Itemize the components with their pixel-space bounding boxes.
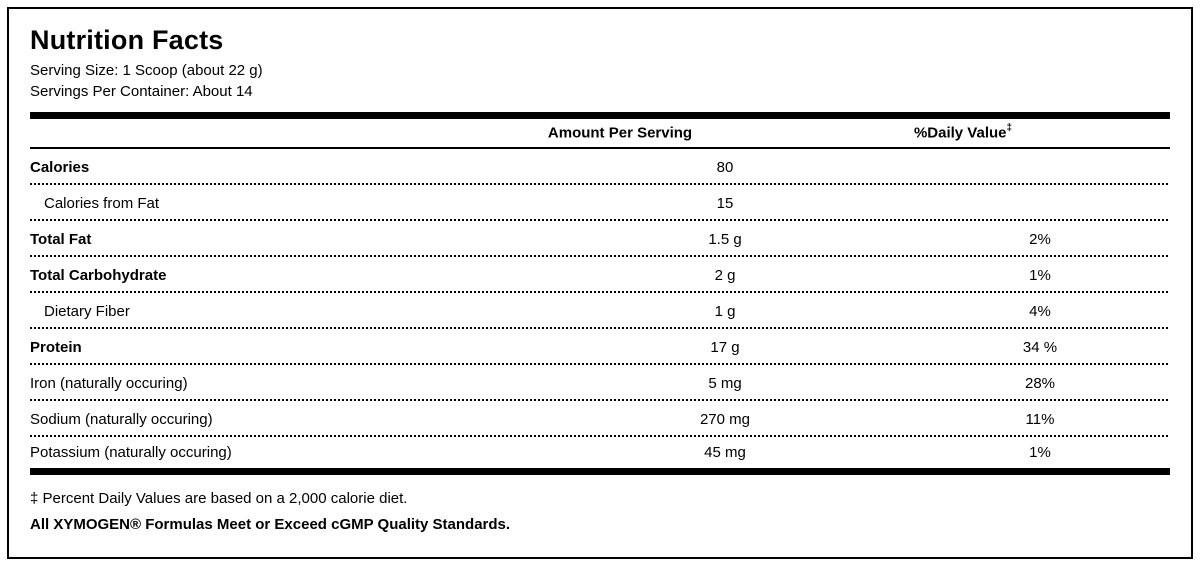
- nutrient-amount: 17 g: [710, 338, 740, 356]
- nutrient-row: Total Carbohydrate 2 g 1%: [30, 257, 1170, 293]
- nutrient-daily-value: 28%: [1024, 374, 1056, 392]
- nutrient-name: Calories from Fat: [44, 194, 160, 212]
- nutrient-name: Protein: [30, 338, 82, 356]
- divider-thick-bottom: [30, 468, 1170, 475]
- daily-value-footnote-mark: ‡: [1006, 122, 1013, 134]
- nutrient-name: Sodium (naturally occuring): [30, 410, 213, 428]
- nutrition-facts-label: Nutrition Facts Serving Size: 1 Scoop (a…: [7, 7, 1193, 559]
- daily-value-footnote: ‡ Percent Daily Values are based on a 2,…: [30, 490, 408, 507]
- nutrient-name: Total Fat: [30, 230, 92, 248]
- nutrient-amount: 5 mg: [708, 374, 742, 392]
- nutrient-row: Sodium (naturally occuring) 270 mg 11%: [30, 401, 1170, 437]
- nutrient-amount: 45 mg: [704, 444, 746, 461]
- nutrient-amount: 15: [716, 194, 734, 212]
- nutrient-name: Total Carbohydrate: [30, 266, 167, 284]
- serving-size-line: Serving Size: 1 Scoop (about 22 g): [30, 62, 263, 79]
- nutrient-daily-value: 4%: [1029, 302, 1051, 320]
- nutrient-name: Potassium (naturally occuring): [30, 444, 232, 461]
- nutrient-table: Calories 80 Calories from Fat 15 Total F…: [30, 149, 1170, 468]
- nutrient-amount: 80: [716, 158, 734, 176]
- nutrient-row: Total Fat 1.5 g 2%: [30, 221, 1170, 257]
- table-header-row: Amount Per Serving %Daily Value‡: [30, 119, 1170, 149]
- nutrient-daily-value: 1%: [1029, 444, 1051, 461]
- label-title: Nutrition Facts: [30, 25, 224, 55]
- nutrient-amount: 1 g: [714, 302, 736, 320]
- nutrient-daily-value: 11%: [1025, 410, 1055, 428]
- nutrient-row: Calories 80: [30, 149, 1170, 185]
- nutrient-daily-value: 1%: [1029, 266, 1051, 284]
- nutrient-row: Dietary Fiber 1 g 4%: [30, 293, 1170, 329]
- nutrient-name: Iron (naturally occuring): [30, 374, 188, 392]
- nutrient-amount: 1.5 g: [708, 230, 742, 248]
- nutrient-row: Iron (naturally occuring) 5 mg 28%: [30, 365, 1170, 401]
- servings-per-container-line: Servings Per Container: About 14: [30, 83, 253, 100]
- nutrient-row: Potassium (naturally occuring) 45 mg 1%: [30, 437, 1170, 468]
- amount-column-header: Amount Per Serving: [547, 124, 693, 142]
- quality-footnote: All XYMOGEN® Formulas Meet or Exceed cGM…: [30, 516, 511, 533]
- daily-value-column-header: %Daily Value‡: [913, 122, 1013, 142]
- nutrient-amount: 270 mg: [699, 410, 751, 428]
- nutrient-name: Calories: [30, 158, 90, 176]
- nutrient-row: Protein 17 g 34 %: [30, 329, 1170, 365]
- daily-value-header-text: %Daily Value: [913, 124, 1007, 142]
- nutrient-daily-value: 34 %: [1022, 338, 1058, 356]
- nutrient-amount: 2 g: [714, 266, 736, 284]
- divider-thick-top: [30, 112, 1170, 119]
- nutrient-row: Calories from Fat 15: [30, 185, 1170, 221]
- nutrient-name: Dietary Fiber: [44, 302, 130, 320]
- nutrient-daily-value: 2%: [1029, 230, 1051, 248]
